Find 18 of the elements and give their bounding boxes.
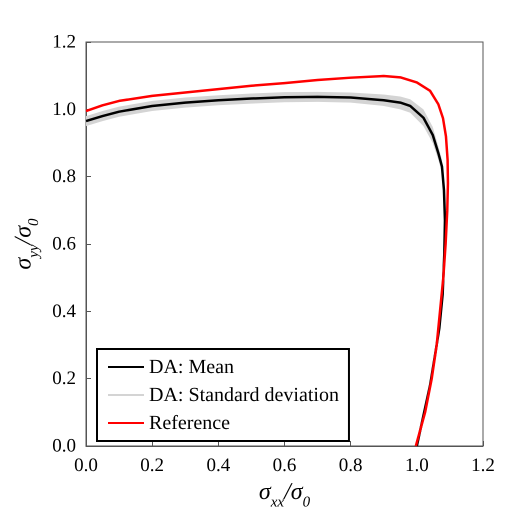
annotation: DA: Standard deviation (149, 384, 339, 406)
x-tick-label: 0.4 (206, 455, 231, 476)
x-tick-label: 0.6 (272, 455, 296, 476)
legend-label: DA: Mean (149, 356, 234, 378)
x-tick-label: 0.2 (140, 455, 164, 476)
x-tick-label: 1.2 (471, 455, 495, 476)
legend-label: Reference (149, 412, 230, 434)
y-tick-label: 0.2 (52, 368, 76, 390)
x-tick-label: 1.0 (404, 455, 429, 476)
y-axis-title: σyy/σ0 (10, 218, 42, 270)
x-tick-label: 0.8 (338, 455, 363, 476)
y-tick-label: 0.0 (52, 436, 76, 456)
y-tick-label: 1.2 (52, 32, 76, 52)
y-tick-label: 1.0 (52, 98, 76, 120)
y-tick-label: 0.4 (52, 300, 76, 322)
x-tick-label: 0.0 (74, 455, 98, 476)
y-tick-label: 0.6 (52, 234, 76, 254)
y-tick-label: 0.8 (52, 166, 76, 188)
